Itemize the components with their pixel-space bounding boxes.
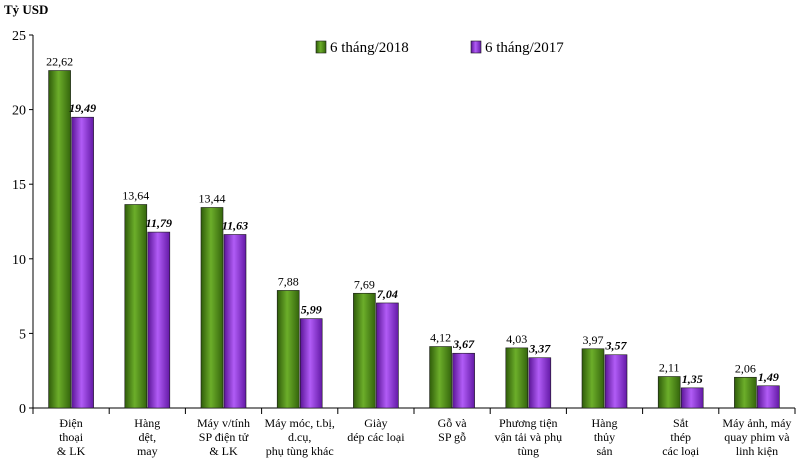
data-label: 4,12 — [430, 331, 451, 345]
data-label: 11,79 — [146, 216, 172, 230]
bar-2017 — [71, 116, 94, 409]
data-label: 3,67 — [452, 337, 475, 351]
x-tick-label: Hàng thủy sản — [592, 416, 618, 458]
x-tick-label: Sắt thép các loại — [662, 416, 700, 458]
bar-2017 — [452, 352, 475, 409]
y-tick-label: 0 — [19, 402, 26, 417]
bar-2017 — [757, 385, 780, 409]
bar-2017 — [604, 354, 628, 409]
x-tick-label: Máy móc, t.bị, d.cụ, phụ tùng khác — [265, 416, 335, 458]
data-label: 13,44 — [199, 191, 226, 205]
bar-2017 — [376, 302, 399, 409]
data-label: 1,35 — [682, 372, 703, 386]
bar-2018 — [505, 347, 529, 409]
y-tick-label: 15 — [12, 178, 26, 193]
y-tick-label: 25 — [12, 29, 26, 44]
y-tick-label: 10 — [12, 253, 26, 268]
x-tick-label: Giày dép các loại — [347, 416, 405, 444]
bar-2017 — [223, 234, 247, 409]
data-label: 7,04 — [377, 287, 398, 301]
legend-label: 6 tháng/2017 — [485, 40, 564, 56]
bar-2017 — [299, 318, 323, 409]
data-label: 22,62 — [46, 55, 73, 69]
x-tick-label: Hàng dệt, may — [134, 416, 160, 458]
bar-2018 — [48, 70, 71, 409]
data-label: 3,57 — [605, 339, 628, 353]
bar-2018 — [276, 290, 300, 409]
data-label: 1,49 — [758, 370, 779, 384]
bar-2017 — [528, 357, 552, 409]
data-label: 7,69 — [354, 277, 375, 291]
bar-2018 — [200, 207, 224, 409]
data-label: 5,99 — [301, 303, 322, 317]
data-label: 2,06 — [735, 361, 756, 375]
data-label: 11,63 — [222, 218, 248, 232]
data-label: 19,49 — [69, 101, 96, 115]
x-tick-label: Gỗ và SP gỗ — [438, 416, 468, 444]
legend-swatch — [470, 40, 482, 54]
bars: 22,62 19,49 13,64 11,79 13,44 11,63 7,88 5,99 7,… — [46, 55, 780, 409]
data-label: 13,64 — [122, 188, 149, 202]
bar-2017 — [147, 231, 171, 409]
legend-label: 6 tháng/2018 — [330, 40, 409, 56]
bar-2018 — [353, 292, 376, 409]
x-tick-label: Máy v/tính SP điện tử & LK — [197, 416, 250, 458]
y-axis-title: Tỷ USD — [4, 2, 48, 17]
bar-2018 — [124, 204, 148, 409]
legend-swatch — [315, 40, 327, 54]
data-label: 3,97 — [583, 333, 604, 347]
data-label: 3,37 — [528, 342, 551, 356]
y-tick-label: 5 — [19, 327, 26, 342]
bar-2018 — [657, 376, 681, 409]
x-tick-labels: Điện thoại & LK Hàng dệt, may Máy v/tính SP điệ… — [57, 416, 791, 458]
data-label: 7,88 — [278, 274, 299, 288]
legend: 6 tháng/2018 6 tháng/2017 — [315, 40, 564, 56]
bar-2018 — [429, 346, 452, 409]
x-tick-label: Điện thoại & LK — [57, 416, 86, 458]
data-label: 4,03 — [506, 332, 527, 346]
x-tick-label: Máy ảnh, máy quay phim và linh kiện — [722, 416, 791, 458]
x-tick-label: Phương tiện vận tải và phụ tùng — [494, 416, 562, 458]
bar-2017 — [680, 387, 704, 409]
y-tick-label: 20 — [12, 104, 26, 119]
bar-2018 — [734, 376, 757, 409]
data-label: 2,11 — [659, 361, 680, 375]
bar-2018 — [581, 348, 605, 409]
